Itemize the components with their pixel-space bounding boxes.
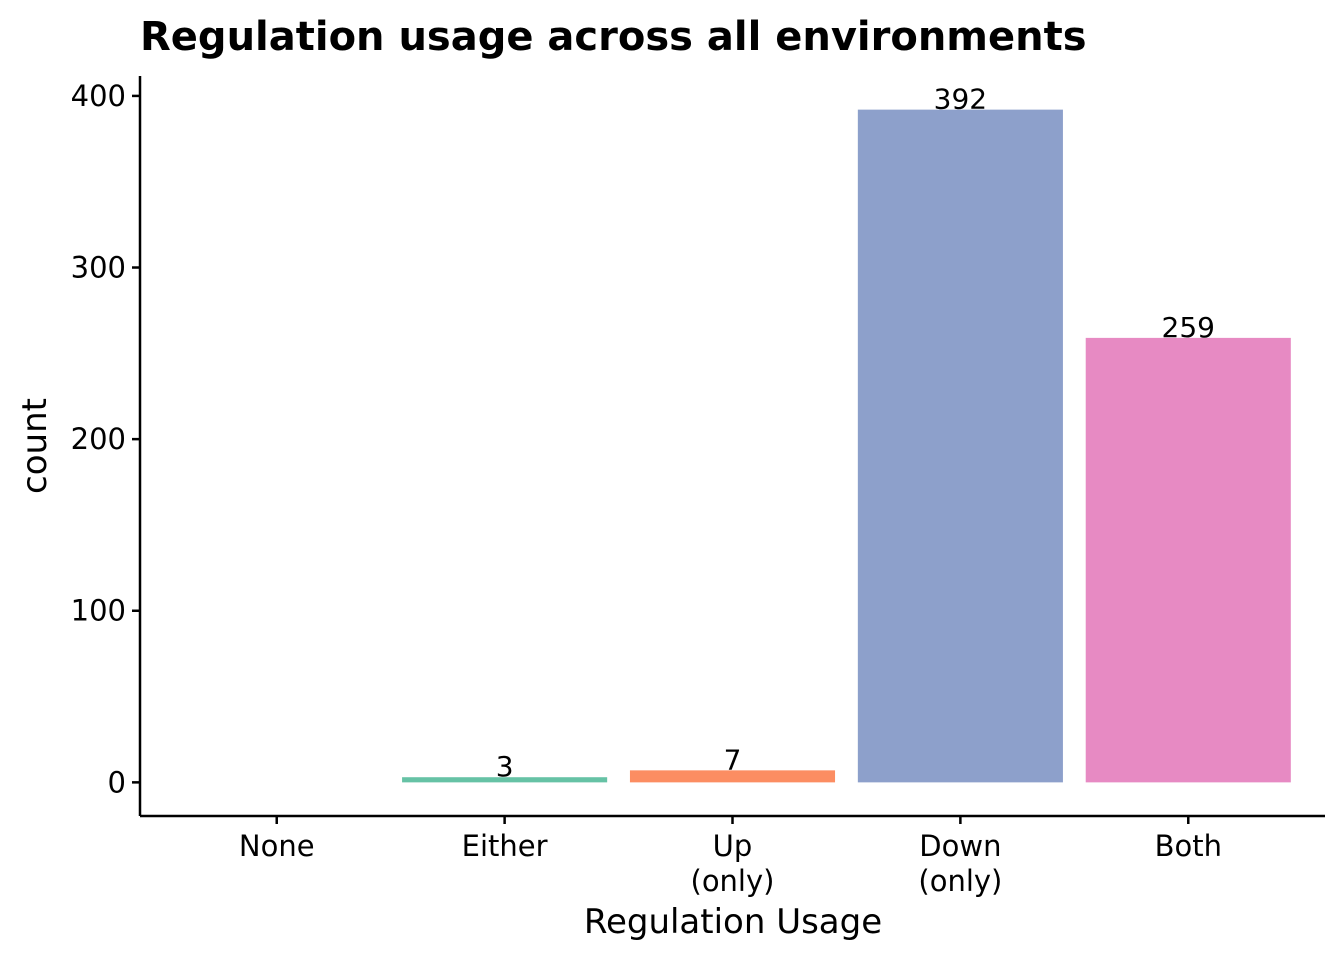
data-label-down: 392 [934, 83, 987, 116]
data-labels-group: 3 7 392 259 [496, 83, 1215, 784]
x-tick-label-down: Down (only) [918, 829, 1002, 898]
chart-title: Regulation usage across all environments [140, 14, 1087, 60]
x-tick-label-line: Both [1155, 829, 1222, 863]
x-tick-label-line: Up [713, 829, 753, 863]
bar-both [1085, 337, 1291, 783]
x-tick-label-none: None [239, 829, 315, 863]
x-tick-label-line: (only) [691, 864, 775, 898]
data-label-both: 259 [1162, 311, 1215, 344]
x-tick-label-line: (only) [918, 864, 1002, 898]
x-tick-label-both: Both [1155, 829, 1222, 863]
x-tick-label-line: Either [462, 829, 548, 863]
y-tick-label: 0 [108, 765, 126, 799]
y-axis-title: count [15, 398, 55, 494]
y-tick-label: 100 [71, 594, 126, 628]
x-tick-label-line: Down [919, 829, 1001, 863]
x-tick-label-either: Either [462, 829, 548, 863]
bars-group [402, 109, 1291, 783]
bar-down [857, 109, 1063, 783]
y-tick-label: 300 [71, 251, 126, 285]
y-tick-label: 200 [71, 422, 126, 456]
x-axis-title: Regulation Usage [584, 902, 882, 942]
bar-either [402, 777, 608, 783]
x-tick-label-up: Up (only) [691, 829, 775, 898]
data-label-up: 7 [724, 743, 742, 776]
x-tick-label-line: None [239, 829, 315, 863]
bar-up [629, 770, 836, 783]
data-label-either: 3 [496, 750, 514, 783]
y-axis: 0 100 200 300 400 [71, 76, 142, 816]
y-tick-label: 400 [71, 79, 126, 113]
x-axis: None Either Up (only)Down (only)Both [140, 814, 1325, 898]
